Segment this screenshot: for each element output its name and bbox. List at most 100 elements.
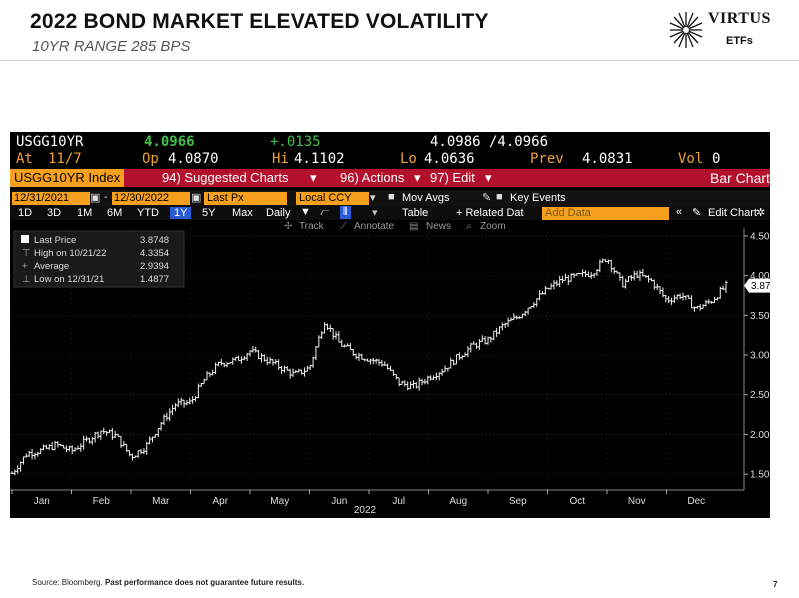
slide-subtitle: 10YR RANGE 285 BPS bbox=[32, 38, 191, 55]
mov-avgs-label[interactable]: Mov Avgs bbox=[402, 192, 450, 204]
add-data-input[interactable]: Add Data bbox=[542, 207, 669, 220]
legend-last-label: Last Price bbox=[34, 235, 76, 246]
period-select[interactable]: Daily bbox=[266, 207, 291, 219]
legend-low-label: Low on 12/31/21 bbox=[34, 274, 104, 285]
x-tick-label: Jan bbox=[34, 496, 50, 507]
vol-label: Vol bbox=[678, 151, 704, 167]
open-value: 4.0870 bbox=[168, 151, 219, 167]
collapse-icon[interactable]: « bbox=[676, 206, 683, 218]
annotate-button[interactable]: Annotate bbox=[354, 221, 395, 232]
last-price-swatch bbox=[21, 235, 29, 243]
track-icon[interactable]: ✢ bbox=[284, 221, 293, 232]
field-select[interactable]: Last Px bbox=[204, 192, 287, 205]
source-footnote: Source: Bloomberg. Past performance does… bbox=[32, 578, 304, 587]
quote-row-2: At 11/7 Op 4.0870 Hi 4.1102 Lo 4.0636 Pr… bbox=[10, 151, 770, 168]
related-data-button[interactable]: + Related Dat bbox=[456, 207, 524, 219]
slide-title: 2022 BOND MARKET ELEVATED VOLATILITY bbox=[30, 10, 489, 33]
edit-caret-icon: ▾ bbox=[485, 170, 492, 185]
logo-subtitle: ETFs bbox=[726, 35, 753, 47]
bar-chart-label: Bar Chart bbox=[710, 170, 770, 186]
range-bar: 1D 3D 1M 6M YTD 1Y 5Y Max Daily ▼ ⦧ ⫴ ▾ … bbox=[10, 206, 770, 220]
range-1m[interactable]: 1M bbox=[77, 207, 93, 219]
edit-chart-pencil-icon[interactable]: ✎ bbox=[692, 207, 702, 219]
yield-chart: 1.5000 2.0000 2.5000 3.0000 3.5000 4.0000 4.50… bbox=[10, 228, 770, 516]
x-tick-label: May bbox=[270, 496, 289, 507]
high-value: 4.1102 bbox=[294, 151, 345, 167]
bar-chart-icon[interactable]: ⫴ bbox=[340, 206, 351, 219]
price-bars bbox=[10, 258, 728, 476]
quote-date: 11/7 bbox=[48, 151, 82, 167]
last-price-tag-label: 3.8748 bbox=[751, 281, 770, 292]
suggested-caret-icon: ▾ bbox=[310, 170, 317, 185]
bloomberg-terminal: USGG10YR 4.0966 +.0135 4.0986 /4.0966 At… bbox=[10, 132, 770, 518]
annotate-icon[interactable]: ⟋ bbox=[340, 221, 347, 232]
range-3d[interactable]: 3D bbox=[47, 207, 62, 219]
low-label: Lo bbox=[400, 151, 417, 167]
logo-name: VIRTUS bbox=[708, 10, 771, 27]
x-tick-label: Jun bbox=[331, 496, 347, 507]
track-button[interactable]: Track bbox=[299, 221, 324, 232]
range-1y[interactable]: 1Y bbox=[170, 207, 192, 219]
legend-last-value: 3.8748 bbox=[140, 235, 169, 246]
period-caret-icon: ▼ bbox=[300, 206, 311, 218]
x-tick-label: Nov bbox=[628, 496, 646, 507]
chart-tools-bar: ✢ Track ⟋ Annotate ▤ News ⌕ Zoom bbox=[10, 221, 770, 233]
legend-average-value: 2.9394 bbox=[140, 261, 169, 272]
bid-ask: 4.0986 /4.0966 bbox=[430, 134, 549, 150]
news-icon[interactable]: ▤ bbox=[409, 221, 419, 232]
y-tick-label: 1.5000 bbox=[750, 470, 770, 481]
average-marker-icon: + bbox=[22, 261, 28, 272]
last-price-tag: 3.8748 bbox=[744, 278, 770, 293]
line-chart-icon[interactable]: ⦧ bbox=[320, 206, 330, 218]
gear-icon[interactable]: ✲ bbox=[756, 207, 766, 219]
zoom-button[interactable]: Zoom bbox=[480, 221, 506, 232]
index-field[interactable]: USGG10YR Index bbox=[10, 169, 125, 187]
pencil-icon[interactable]: ✎ bbox=[482, 192, 492, 204]
range-5y[interactable]: 5Y bbox=[202, 207, 216, 219]
function-bar: USGG10YR Index 94) Suggested Charts ▾ 96… bbox=[10, 169, 770, 187]
ticker: USGG10YR bbox=[16, 134, 84, 150]
prev-value: 4.0831 bbox=[582, 151, 633, 167]
quote-row-1: USGG10YR 4.0966 +.0135 4.0986 /4.0966 bbox=[10, 134, 770, 151]
end-date-input[interactable]: 12/30/2022 bbox=[112, 192, 190, 205]
x-tick-label: Sep bbox=[509, 496, 527, 507]
mov-avgs-checkbox[interactable]: ■ bbox=[388, 191, 395, 203]
currency-select[interactable]: Local CCY bbox=[296, 192, 369, 205]
y-tick-label: 3.0000 bbox=[750, 351, 770, 362]
start-date-input[interactable]: 12/31/2021 bbox=[12, 192, 90, 205]
chart-grid bbox=[10, 228, 744, 490]
open-label: Op bbox=[142, 151, 159, 167]
x-axis: Jan Feb Mar Apr May Jun Jul Aug Sep Oct Nov Dec bbox=[10, 489, 744, 507]
date-range-dash: - bbox=[104, 191, 108, 203]
zoom-icon[interactable]: ⌕ bbox=[466, 221, 472, 232]
date-field-bar: 12/31/2021 ▣ - 12/30/2022 ▣ Last Px Loca… bbox=[10, 190, 770, 206]
legend-average-label: Average bbox=[34, 261, 69, 272]
suggested-charts-menu[interactable]: 94) Suggested Charts bbox=[162, 170, 289, 185]
price-legend: Last Price 3.8748 ⊤ High on 10/21/22 4.3… bbox=[13, 230, 185, 288]
calendar-icon[interactable]: ▣ bbox=[90, 192, 101, 204]
x-tick-label: Oct bbox=[569, 496, 585, 507]
news-button[interactable]: News bbox=[426, 221, 452, 232]
virtus-starburst-icon bbox=[669, 12, 703, 48]
x-tick-label: Jul bbox=[392, 496, 405, 507]
actions-menu[interactable]: 96) Actions bbox=[340, 170, 405, 185]
x-tick-label: Mar bbox=[152, 496, 170, 507]
legend-low-value: 1.4877 bbox=[140, 274, 169, 285]
legend-high-label: High on 10/21/22 bbox=[34, 248, 106, 259]
low-value: 4.0636 bbox=[424, 151, 475, 167]
range-6m[interactable]: 6M bbox=[107, 207, 123, 219]
range-1d[interactable]: 1D bbox=[18, 207, 33, 219]
table-button[interactable]: Table bbox=[402, 207, 429, 219]
low-marker-icon: ⊥ bbox=[22, 274, 30, 285]
key-events-checkbox[interactable]: ■ bbox=[496, 191, 503, 203]
edit-chart-button[interactable]: Edit Chart bbox=[708, 207, 757, 219]
key-events-label[interactable]: Key Events bbox=[510, 192, 566, 204]
range-ytd[interactable]: YTD bbox=[137, 207, 159, 219]
footnote-disclaimer: Past performance does not guarantee futu… bbox=[104, 578, 305, 587]
edit-menu[interactable]: 97) Edit bbox=[430, 170, 475, 185]
y-tick-label: 4.5000 bbox=[750, 231, 770, 242]
currency-caret-icon: ▾ bbox=[370, 192, 376, 204]
range-max[interactable]: Max bbox=[232, 207, 253, 219]
calendar-icon-2[interactable]: ▣ bbox=[191, 192, 202, 204]
x-tick-label: Dec bbox=[687, 496, 705, 507]
